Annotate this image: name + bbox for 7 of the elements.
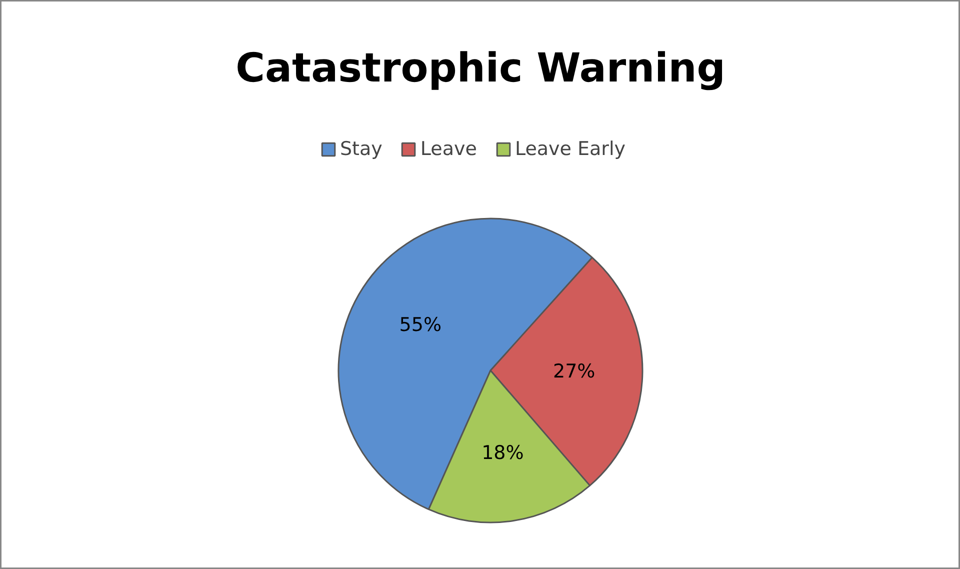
data-label: 55% (399, 314, 442, 336)
chart-title: Catastrophic Warning (236, 46, 726, 92)
data-label: 27% (552, 360, 596, 382)
legend-label: Leave Early (514, 138, 626, 160)
legend-label: Leave (420, 138, 477, 160)
legend-label: Stay (340, 138, 382, 160)
data-label: 18% (482, 442, 524, 464)
